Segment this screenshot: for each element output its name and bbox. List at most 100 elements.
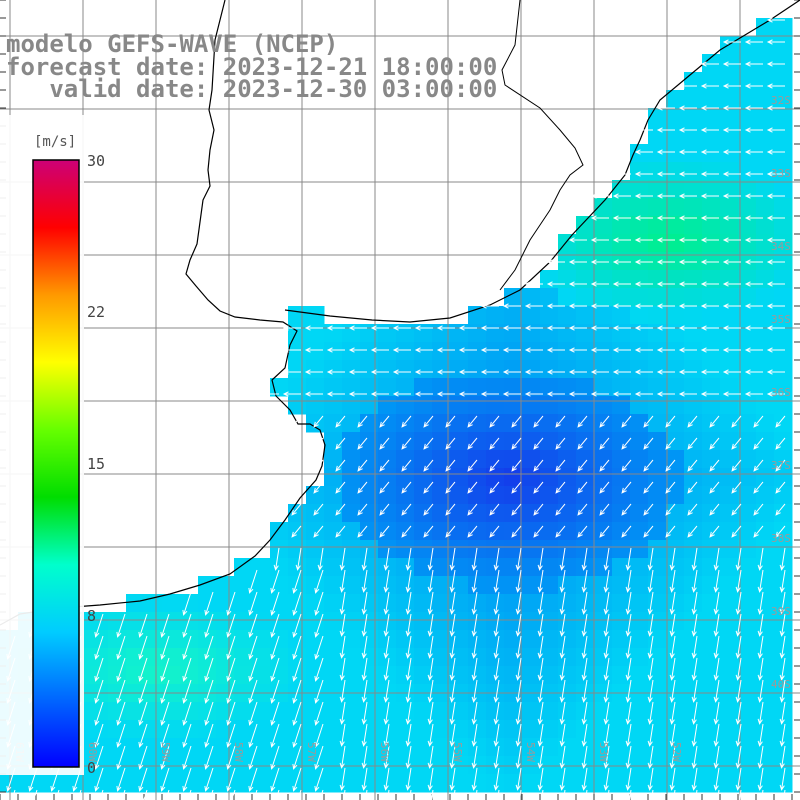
- speed-cell: [738, 756, 757, 775]
- speed-cell: [504, 342, 523, 361]
- speed-cell: [738, 486, 757, 505]
- speed-cell: [126, 756, 145, 775]
- wind-arrow: [555, 525, 566, 538]
- speed-cell: [738, 126, 757, 145]
- speed-cell: [288, 630, 307, 649]
- speed-cell: [738, 396, 757, 415]
- wind-arrow: [656, 127, 675, 133]
- wind-arrow: [612, 259, 631, 265]
- wind-arrow: [314, 767, 324, 792]
- speed-cell: [720, 54, 739, 73]
- speed-cell: [630, 540, 649, 559]
- wind-arrow: [691, 613, 698, 637]
- wind-arrow: [643, 459, 654, 472]
- latitude-label: 39S: [771, 605, 791, 618]
- wind-arrow: [621, 437, 632, 450]
- wind-arrow: [691, 657, 698, 681]
- speed-cell: [486, 702, 505, 721]
- speed-cell: [702, 558, 721, 577]
- wind-arrow: [467, 503, 478, 516]
- wind-arrow: [471, 657, 478, 681]
- wind-arrow: [625, 613, 632, 637]
- wind-arrow: [379, 415, 390, 428]
- wind-arrow: [313, 437, 324, 450]
- speed-cell: [126, 774, 145, 793]
- wind-arrow: [643, 437, 654, 450]
- wind-arrow: [678, 347, 697, 353]
- wind-arrow: [226, 635, 236, 660]
- wind-arrow: [722, 127, 741, 133]
- speed-cell: [576, 738, 595, 757]
- speed-cell: [576, 360, 595, 379]
- wind-arrow: [292, 613, 302, 638]
- wind-arrow: [687, 481, 698, 494]
- speed-cell: [360, 774, 379, 793]
- wind-arrow: [138, 635, 148, 660]
- wind-arrow: [471, 591, 478, 615]
- wind-arrow: [405, 591, 412, 615]
- speed-cell: [666, 450, 685, 469]
- wind-arrow: [766, 325, 785, 331]
- wind-arrow: [722, 171, 741, 177]
- speed-cell: [774, 612, 793, 631]
- speed-cell: [342, 702, 361, 721]
- wind-arrow: [568, 391, 587, 397]
- speed-cell: [432, 576, 451, 595]
- wind-arrow: [515, 591, 522, 615]
- wind-arrow: [603, 723, 610, 747]
- wind-arrow: [766, 61, 785, 67]
- speed-cell: [414, 648, 433, 667]
- wind-arrow: [471, 745, 478, 769]
- wind-arrow: [182, 635, 192, 660]
- wind-arrow: [669, 679, 676, 703]
- wind-arrow: [253, 789, 258, 800]
- speed-cell: [540, 414, 559, 433]
- speed-cell: [342, 648, 361, 667]
- wind-arrow: [577, 437, 588, 450]
- speed-cell: [720, 36, 739, 55]
- speed-cell: [414, 774, 433, 793]
- speed-cell: [720, 270, 739, 289]
- wind-arrow: [138, 679, 148, 704]
- longitude-label: 56W: [378, 742, 391, 762]
- speed-cell: [342, 756, 361, 775]
- wind-arrow: [471, 701, 478, 725]
- speed-cell: [576, 666, 595, 685]
- wind-arrow: [313, 459, 324, 472]
- wind-arrow: [603, 679, 610, 703]
- wind-arrow: [713, 767, 720, 791]
- speed-cell: [414, 468, 433, 487]
- wind-arrow: [625, 723, 632, 747]
- speed-cell: [324, 702, 343, 721]
- speed-cell: [432, 738, 451, 757]
- wind-arrow: [383, 657, 390, 681]
- speed-cell: [576, 342, 595, 361]
- speed-cell: [756, 720, 775, 739]
- speed-cell: [396, 702, 415, 721]
- wind-arrow: [709, 415, 720, 428]
- speed-cell: [522, 648, 541, 667]
- wind-arrow: [555, 415, 566, 428]
- speed-cell: [468, 468, 487, 487]
- speed-cell: [684, 324, 703, 343]
- wind-arrow: [430, 789, 434, 800]
- speed-cell: [702, 432, 721, 451]
- speed-cell: [324, 342, 343, 361]
- speed-cell: [648, 360, 667, 379]
- wind-arrow: [511, 481, 522, 494]
- speed-cell: [666, 324, 685, 343]
- speed-cell: [558, 450, 577, 469]
- wind-arrow: [342, 789, 346, 800]
- speed-cell: [756, 18, 775, 37]
- speed-cell: [630, 594, 649, 613]
- speed-cell: [774, 378, 793, 397]
- wind-arrow: [612, 281, 631, 287]
- speed-cell: [522, 702, 541, 721]
- wind-arrow: [665, 459, 676, 472]
- wind-arrow: [121, 789, 126, 800]
- wind-arrow: [304, 347, 323, 353]
- latitude-label: 32S: [771, 94, 791, 107]
- wind-arrow: [779, 679, 786, 703]
- speed-cell: [720, 324, 739, 343]
- speed-cell: [504, 594, 523, 613]
